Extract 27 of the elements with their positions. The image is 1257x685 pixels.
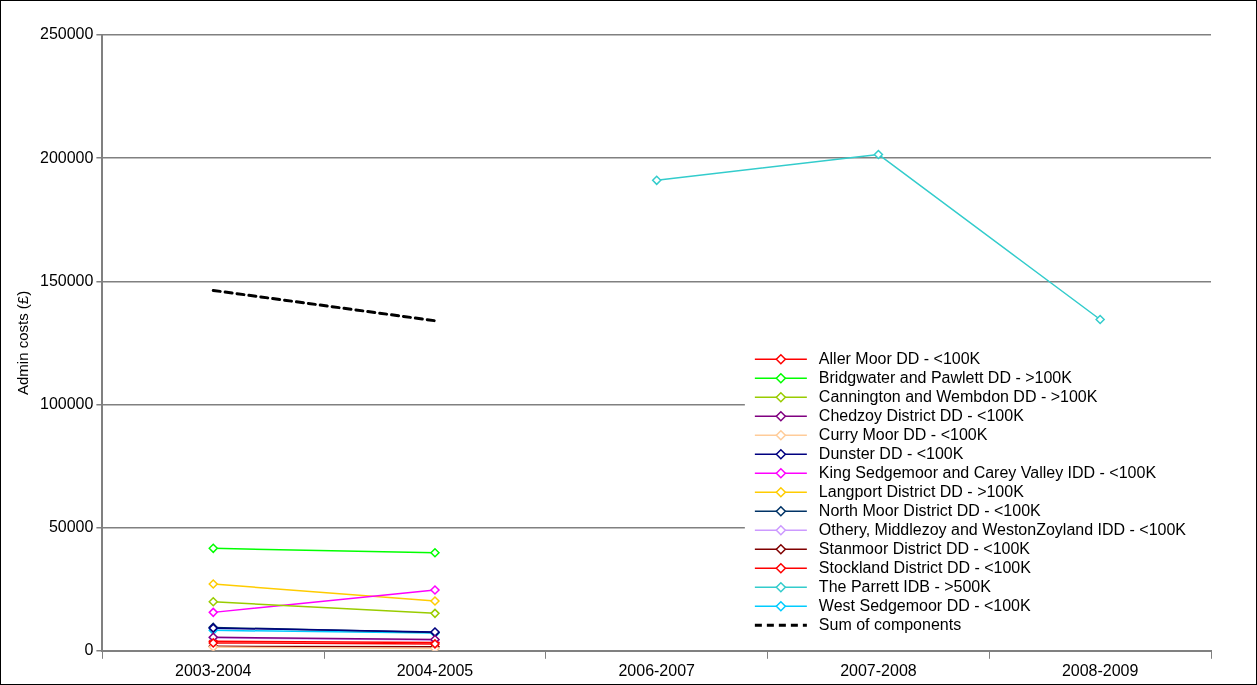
legend-label: West Sedgemoor DD - <100K	[818, 596, 1031, 614]
legend-label: Dunster DD - <100K	[818, 444, 964, 462]
y-tick-label: 150000	[40, 271, 94, 289]
legend-label: Aller Moor DD - <100K	[818, 349, 981, 367]
x-tick-label: 2003-2004	[174, 661, 252, 679]
y-tick-label: 50000	[48, 518, 94, 536]
y-tick-label: 200000	[40, 148, 94, 166]
legend-label: King Sedgemoor and Carey Valley IDD - <100K	[818, 463, 1157, 481]
legend-label: The Parrett IDB - >500K	[818, 577, 992, 595]
legend-label: Othery, Middlezoy and WestonZoyland IDD - <100K	[818, 520, 1187, 538]
legend-label: Bridgwater and Pawlett DD - >100K	[818, 368, 1073, 386]
legend-label: Sum of components	[818, 615, 962, 633]
legend-label: Curry Moor DD - <100K	[818, 425, 988, 443]
x-tick-label: 2007-2008	[840, 661, 917, 679]
y-tick-label: 250000	[40, 25, 94, 43]
legend-label: Cannington and Wembdon DD - >100K	[818, 387, 1098, 405]
legend-label: Langport District DD - >100K	[818, 482, 1025, 500]
y-tick-label: 100000	[40, 394, 94, 412]
x-tick-label: 2006-2007	[618, 661, 696, 679]
legend-label: Stockland District DD - <100K	[818, 558, 1032, 576]
legend-label: Stanmoor District DD - <100K	[818, 539, 1031, 557]
x-tick-label: 2004-2005	[396, 661, 474, 679]
legend-label: North Moor District DD - <100K	[818, 501, 1042, 519]
y-axis-title: Admin costs (£)	[14, 290, 32, 395]
y-tick-label: 0	[84, 641, 94, 659]
x-tick-label: 2008-2009	[1061, 661, 1139, 679]
legend-label: Chedzoy District DD - <100K	[818, 406, 1025, 424]
